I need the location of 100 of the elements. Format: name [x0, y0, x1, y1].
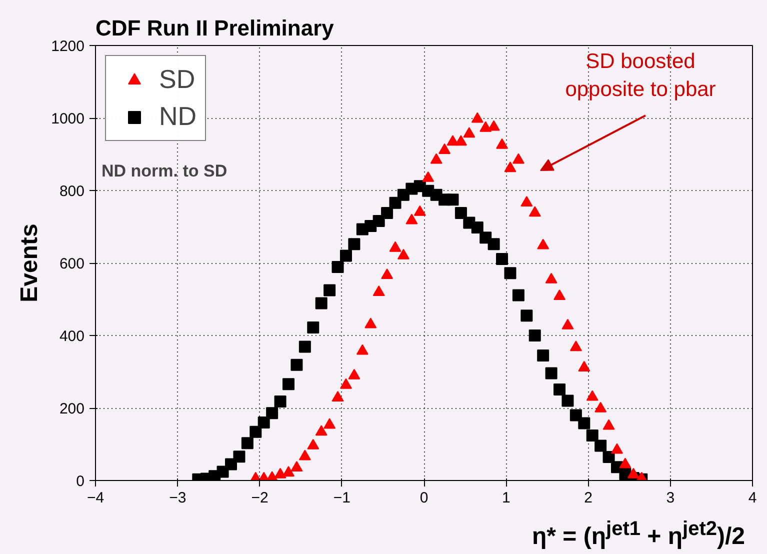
- point: [512, 153, 524, 164]
- point: [414, 205, 426, 216]
- x-tick-label: 4: [748, 490, 757, 506]
- point: [480, 121, 492, 132]
- point: [290, 460, 303, 472]
- point: [520, 196, 533, 206]
- point: [528, 330, 541, 342]
- chart-title: CDF Run II Preliminary: [96, 16, 335, 40]
- point: [627, 468, 640, 478]
- point: [512, 289, 524, 302]
- point: [454, 206, 467, 219]
- point: [471, 112, 484, 123]
- point: [537, 238, 550, 250]
- point: [332, 391, 344, 402]
- point: [504, 162, 516, 172]
- point: [471, 221, 484, 234]
- y-tick-label: 1200: [51, 38, 85, 55]
- point: [537, 349, 550, 362]
- point: [389, 241, 402, 252]
- point: [545, 272, 558, 284]
- point: [274, 468, 286, 478]
- y-tick-label: 0: [76, 473, 84, 490]
- point: [496, 253, 508, 266]
- point: [602, 419, 615, 430]
- point: [520, 310, 533, 322]
- point: [389, 196, 402, 209]
- point: [381, 206, 394, 219]
- point: [348, 238, 360, 250]
- x-tick-label: 3: [666, 490, 675, 506]
- y-tick-label: 800: [59, 183, 85, 200]
- point: [324, 418, 336, 429]
- point: [545, 367, 558, 380]
- point: [307, 322, 320, 334]
- x-tick-label: −1: [333, 490, 350, 506]
- point: [324, 284, 336, 296]
- point: [356, 344, 368, 355]
- point: [528, 206, 541, 217]
- point: [233, 450, 246, 463]
- x-tick-label: 0: [420, 490, 428, 506]
- point: [266, 407, 278, 420]
- point: [570, 340, 582, 352]
- point: [258, 416, 270, 428]
- point: [348, 368, 360, 380]
- x-axis-title: η* = (η$^{jet1}$ + η$^{jet2}$)/2: [531, 517, 745, 552]
- point: [488, 238, 500, 250]
- annotation: SD boosted opposite to pbar: [565, 50, 716, 101]
- point: [250, 426, 262, 438]
- point: [290, 358, 303, 371]
- point: [488, 120, 500, 131]
- legend-label: SD: [159, 64, 196, 95]
- x-tick-label: −2: [251, 490, 268, 506]
- point: [372, 214, 385, 227]
- x-tick-label: 2: [584, 490, 592, 506]
- point: [463, 127, 476, 138]
- point: [578, 417, 590, 430]
- point: [282, 378, 294, 390]
- point: [610, 443, 623, 454]
- point: [430, 153, 442, 164]
- x-tick-label: 1: [502, 490, 510, 506]
- point: [315, 297, 328, 310]
- point: [298, 340, 311, 353]
- point: [340, 378, 352, 389]
- x-tick-label: −4: [86, 490, 104, 506]
- point: [422, 171, 434, 182]
- point: [496, 138, 508, 149]
- x-tick-label: −3: [169, 490, 186, 506]
- point: [454, 135, 467, 146]
- y-tick-label: 1000: [51, 110, 85, 128]
- y-axis-title: Events: [16, 224, 44, 302]
- point: [315, 425, 328, 436]
- point: [619, 458, 632, 468]
- point: [364, 318, 377, 328]
- annotation: ND norm. to SD: [102, 162, 228, 180]
- y-tick-label: 400: [59, 328, 85, 345]
- point: [594, 402, 607, 412]
- point: [307, 438, 320, 450]
- point: [340, 250, 352, 262]
- point: [586, 430, 598, 442]
- point: [372, 286, 385, 296]
- point: [406, 214, 418, 224]
- point: [241, 437, 254, 450]
- point: [282, 466, 294, 477]
- legend-label: ND: [159, 101, 197, 132]
- point: [562, 318, 574, 330]
- point: [298, 450, 311, 460]
- point: [594, 440, 607, 452]
- point: [586, 390, 598, 401]
- y-tick-label: 600: [59, 256, 85, 272]
- point: [504, 267, 516, 280]
- point: [554, 290, 566, 300]
- point: [397, 248, 410, 260]
- point: [562, 394, 574, 407]
- point: [274, 395, 286, 408]
- point: [554, 384, 566, 396]
- point: [381, 268, 394, 279]
- point: [446, 194, 459, 206]
- point: [332, 260, 344, 273]
- y-tick-label: 200: [59, 400, 85, 418]
- point: [438, 143, 451, 154]
- point: [578, 360, 590, 372]
